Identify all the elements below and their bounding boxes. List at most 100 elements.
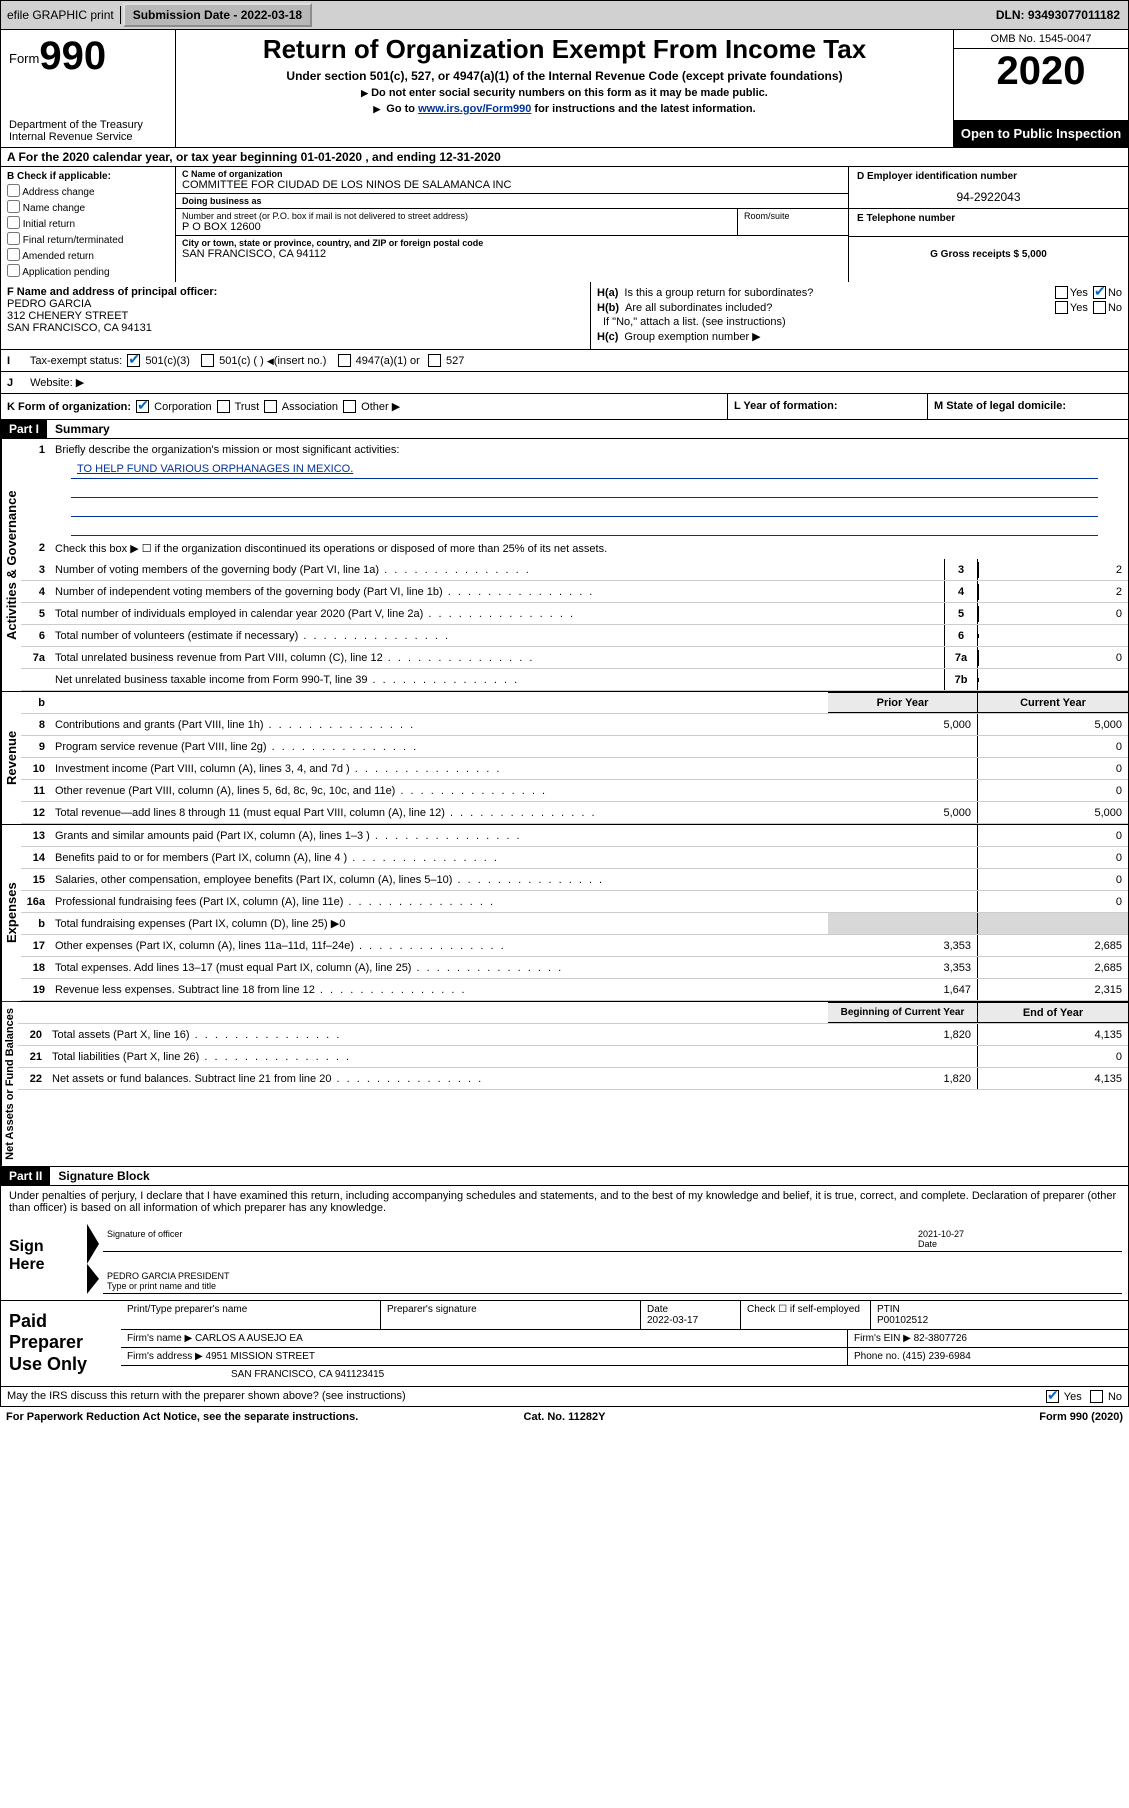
prep-row-4: SAN FRANCISCO, CA 941123415 <box>121 1366 1128 1383</box>
row-i: I Tax-exempt status: 501(c)(3) 501(c) ( … <box>0 350 1129 372</box>
summary-line: 12Total revenue—add lines 8 through 11 (… <box>21 802 1128 824</box>
header-left: Form990 Department of the Treasury Inter… <box>1 30 176 147</box>
prep-row-2: Firm's name ▶ CARLOS A AUSEJO EA Firm's … <box>121 1330 1128 1348</box>
chk-final-return[interactable]: Final return/terminated <box>7 232 169 246</box>
firm-city: SAN FRANCISCO, CA 941123415 <box>121 1366 1128 1383</box>
box-c: C Name of organization COMMITTEE FOR CIU… <box>176 167 848 282</box>
signature-intro: Under penalties of perjury, I declare th… <box>0 1186 1129 1218</box>
summary-line: 6Total number of volunteers (estimate if… <box>21 625 1128 647</box>
chk-app-pending[interactable]: Application pending <box>7 264 169 278</box>
org-name: COMMITTEE FOR CIUDAD DE LOS NINOS DE SAL… <box>182 179 842 191</box>
form-header: Form990 Department of the Treasury Inter… <box>0 30 1129 148</box>
officer-addr2: SAN FRANCISCO, CA 94131 <box>7 322 584 334</box>
prep-row-3: Firm's address ▶ 4951 MISSION STREET Pho… <box>121 1348 1128 1366</box>
tax-year: 2020 <box>954 49 1128 120</box>
firm-address: Firm's address ▶ 4951 MISSION STREET <box>121 1348 848 1365</box>
summary-line: 3Number of voting members of the governi… <box>21 559 1128 581</box>
public-inspection: Open to Public Inspection <box>954 120 1128 147</box>
summary-line: 20Total assets (Part X, line 16)1,8204,1… <box>18 1024 1128 1046</box>
paperwork-notice: For Paperwork Reduction Act Notice, see … <box>6 1411 378 1423</box>
street-address: P O BOX 12600 <box>182 221 731 233</box>
vtab-expenses: Expenses <box>1 825 21 1001</box>
box-m: M State of legal domicile: <box>928 394 1128 419</box>
vtab-revenue: Revenue <box>1 692 21 824</box>
telephone-cell: E Telephone number <box>849 209 1128 237</box>
discuss-no[interactable] <box>1090 1390 1103 1403</box>
submission-date-button[interactable]: Submission Date - 2022-03-18 <box>123 3 312 27</box>
part1-title: Summary <box>47 420 118 438</box>
chk-trust[interactable] <box>217 400 230 413</box>
chk-assoc[interactable] <box>264 400 277 413</box>
form-footer: Form 990 (2020) <box>751 1411 1123 1423</box>
row-fh: F Name and address of principal officer:… <box>0 282 1129 350</box>
prep-row-1: Print/Type preparer's name Preparer's si… <box>121 1301 1128 1330</box>
address-row: Number and street (or P.O. box if mail i… <box>176 209 848 236</box>
chk-527[interactable] <box>428 354 441 367</box>
chk-amended[interactable]: Amended return <box>7 248 169 262</box>
hb-yes[interactable] <box>1055 301 1068 314</box>
ein-cell: D Employer identification number 94-2922… <box>849 167 1128 209</box>
topbar: efile GRAPHIC print Submission Date - 20… <box>0 0 1129 30</box>
sign-here-block: Sign Here Signature of officer 2021-10-2… <box>0 1218 1129 1301</box>
officer-name-line: PEDRO GARCIA PRESIDENTType or print name… <box>103 1269 1122 1294</box>
firm-ein: Firm's EIN ▶ 82-3807726 <box>848 1330 1128 1347</box>
section-revenue: Revenue b Prior Year Current Year 8Contr… <box>0 692 1129 825</box>
officer-printed-name: PEDRO GARCIA PRESIDENT <box>107 1271 1118 1281</box>
ha-no[interactable] <box>1093 286 1106 299</box>
form-subtitle-1: Under section 501(c), 527, or 4947(a)(1)… <box>186 69 943 83</box>
box-f: F Name and address of principal officer:… <box>1 282 591 349</box>
efile-label[interactable]: efile GRAPHIC print <box>1 6 121 24</box>
form-subtitle-3: Go to www.irs.gov/Form990 for instructio… <box>186 103 943 115</box>
form-number: Form990 <box>9 34 167 79</box>
row-j: J Website: ▶ <box>0 372 1129 394</box>
chk-501c3[interactable] <box>127 354 140 367</box>
chk-501c[interactable] <box>201 354 214 367</box>
chk-initial-return[interactable]: Initial return <box>7 216 169 230</box>
form-title: Return of Organization Exempt From Incom… <box>186 34 943 65</box>
discuss-yes[interactable] <box>1046 1390 1059 1403</box>
instructions-link[interactable]: www.irs.gov/Form990 <box>418 103 531 115</box>
cat-no: Cat. No. 11282Y <box>378 1411 750 1423</box>
chk-other[interactable] <box>343 400 356 413</box>
hb-no[interactable] <box>1093 301 1106 314</box>
header-center: Return of Organization Exempt From Incom… <box>176 30 953 147</box>
part2-header: Part II Signature Block <box>0 1167 1129 1186</box>
revenue-colhdr: b Prior Year Current Year <box>21 692 1128 714</box>
part2-title: Signature Block <box>50 1167 157 1185</box>
summary-line: 5Total number of individuals employed in… <box>21 603 1128 625</box>
box-d: D Employer identification number 94-2922… <box>848 167 1128 282</box>
city-cell: City or town, state or province, country… <box>176 236 848 262</box>
chk-address-change[interactable]: Address change <box>7 184 169 198</box>
section-netassets: Net Assets or Fund Balances Beginning of… <box>0 1002 1129 1167</box>
part1-tag: Part I <box>1 420 47 438</box>
box-k: K Form of organization: Corporation Trus… <box>1 394 728 419</box>
summary-line: 15Salaries, other compensation, employee… <box>21 869 1128 891</box>
sign-arrow-icon <box>87 1264 99 1294</box>
identity-grid: B Check if applicable: Address change Na… <box>0 167 1129 282</box>
chk-corp[interactable] <box>136 400 149 413</box>
row-a-taxyear: A For the 2020 calendar year, or tax yea… <box>0 148 1129 167</box>
summary-line: 17Other expenses (Part IX, column (A), l… <box>21 935 1128 957</box>
box-h: H(a)Is this a group return for subordina… <box>591 282 1128 349</box>
box-b-header: B Check if applicable: <box>7 171 169 182</box>
page-footer: For Paperwork Reduction Act Notice, see … <box>0 1407 1129 1427</box>
summary-line: 10Investment income (Part VIII, column (… <box>21 758 1128 780</box>
section-expenses: Expenses 13Grants and similar amounts pa… <box>0 825 1129 1002</box>
chk-4947[interactable] <box>338 354 351 367</box>
netassets-colhdr: Beginning of Current Year End of Year <box>18 1002 1128 1024</box>
summary-line: 22Net assets or fund balances. Subtract … <box>18 1068 1128 1090</box>
officer-signature-line[interactable]: Signature of officer 2021-10-27Date <box>103 1227 1122 1252</box>
ha-yes[interactable] <box>1055 286 1068 299</box>
gross-receipts-cell: G Gross receipts $ 5,000 <box>849 237 1128 264</box>
h-b2: If "No," attach a list. (see instruction… <box>597 316 1122 328</box>
sign-arrow-icon <box>87 1224 99 1264</box>
summary-line: Net unrelated business taxable income fr… <box>21 669 1128 691</box>
dln-label: DLN: 93493077011182 <box>988 6 1128 24</box>
summary-line: 16aProfessional fundraising fees (Part I… <box>21 891 1128 913</box>
mission-text: TO HELP FUND VARIOUS ORPHANAGES IN MEXIC… <box>71 461 1098 479</box>
chk-name-change[interactable]: Name change <box>7 200 169 214</box>
city-state-zip: SAN FRANCISCO, CA 94112 <box>182 248 842 260</box>
summary-line: 18Total expenses. Add lines 13–17 (must … <box>21 957 1128 979</box>
firm-name: Firm's name ▶ CARLOS A AUSEJO EA <box>121 1330 848 1347</box>
box-b: B Check if applicable: Address change Na… <box>1 167 176 282</box>
